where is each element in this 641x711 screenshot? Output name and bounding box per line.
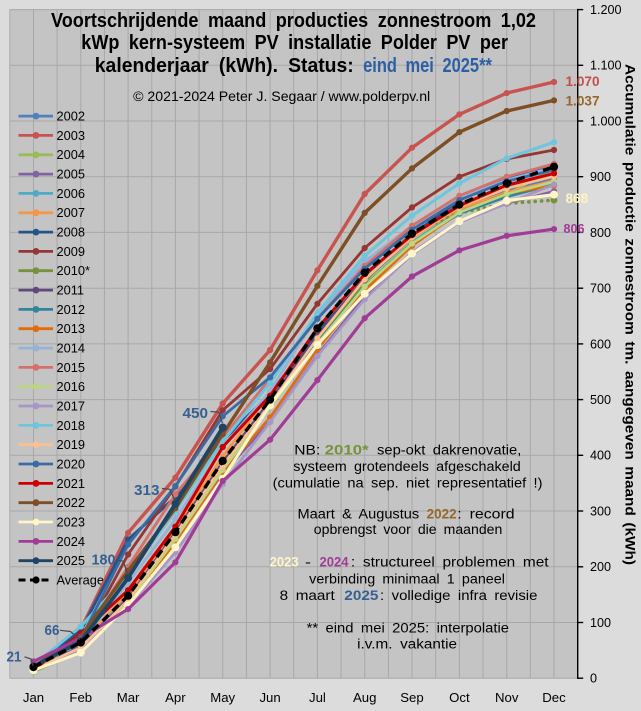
svg-text:2006: 2006 — [57, 186, 85, 201]
svg-text:2005: 2005 — [57, 167, 85, 182]
svg-text:: record: : record — [457, 506, 514, 521]
svg-text:2023: 2023 — [57, 514, 85, 529]
svg-text:2015: 2015 — [57, 360, 85, 375]
svg-text:-: - — [305, 554, 311, 569]
svg-text:NB:: NB: — [294, 443, 320, 458]
svg-text:(cumulatie na sep. niet repres: (cumulatie na sep. niet representatief !… — [273, 476, 543, 491]
svg-text:Feb: Feb — [69, 690, 92, 705]
svg-text:2025: 2025 — [344, 588, 379, 603]
svg-text:66: 66 — [45, 623, 60, 639]
svg-text:500: 500 — [590, 393, 611, 407]
svg-text:2022: 2022 — [427, 506, 457, 521]
svg-text:2024: 2024 — [320, 554, 350, 569]
svg-text:2023: 2023 — [270, 554, 299, 569]
svg-text:2020: 2020 — [57, 456, 85, 471]
svg-text:300: 300 — [590, 504, 611, 518]
svg-text:Voortschrijdende maand product: Voortschrijdende maand producties zonnes… — [51, 10, 536, 32]
svg-text:: structureel problemen met: : structureel problemen met — [351, 554, 549, 569]
svg-text:: volledige infra revisie: : volledige infra revisie — [380, 588, 537, 603]
svg-text:21: 21 — [7, 650, 22, 666]
svg-text:868: 868 — [566, 191, 589, 206]
svg-text:Dec: Dec — [542, 690, 566, 705]
svg-text:sep-okt dakrenovatie,: sep-okt dakrenovatie, — [377, 443, 521, 458]
svg-text:1.200: 1.200 — [590, 3, 622, 17]
svg-text:2016: 2016 — [57, 379, 85, 394]
svg-text:2013: 2013 — [57, 321, 85, 336]
svg-text:2017: 2017 — [57, 398, 85, 413]
svg-text:900: 900 — [590, 170, 611, 184]
svg-text:0: 0 — [590, 672, 597, 686]
svg-text:Accumulatie productie zonnestr: Accumulatie productie zonnestroom tm. aa… — [623, 64, 638, 565]
svg-text:Mar: Mar — [117, 690, 140, 705]
svg-text:400: 400 — [590, 449, 611, 463]
svg-text:2007: 2007 — [57, 205, 85, 220]
svg-text:© 2021-2024 Peter J. Segaar /: © 2021-2024 Peter J. Segaar / www.polder… — [133, 89, 430, 104]
svg-text:2011: 2011 — [57, 283, 85, 298]
svg-text:Apr: Apr — [165, 690, 186, 705]
svg-text:i.v.m. vakantie: i.v.m. vakantie — [357, 637, 457, 652]
svg-text:700: 700 — [590, 282, 611, 296]
svg-text:200: 200 — [590, 560, 611, 574]
svg-text:Jun: Jun — [259, 690, 280, 705]
svg-text:systeem grotendeels afgeschake: systeem grotendeels afgeschakeld — [293, 459, 521, 474]
svg-text:Oct: Oct — [449, 690, 470, 705]
svg-text:8 maart: 8 maart — [280, 588, 335, 603]
svg-text:806: 806 — [564, 222, 585, 236]
svg-text:May: May — [210, 690, 235, 705]
svg-text:Maart & Augustus: Maart & Augustus — [298, 506, 420, 521]
svg-text:2010*: 2010* — [325, 443, 370, 458]
svg-text:Nov: Nov — [495, 690, 519, 705]
svg-text:Average: Average — [57, 572, 104, 587]
svg-text:Jan: Jan — [23, 690, 44, 705]
svg-text:1.037: 1.037 — [566, 94, 600, 109]
svg-text:600: 600 — [590, 337, 611, 351]
svg-text:800: 800 — [590, 226, 611, 240]
svg-text:2008: 2008 — [57, 225, 85, 240]
svg-text:Jul: Jul — [309, 690, 326, 705]
svg-text:1.000: 1.000 — [590, 114, 622, 128]
svg-text:verbinding minimaal 1 paneel: verbinding minimaal 1 paneel — [309, 571, 505, 586]
svg-text:Aug: Aug — [353, 690, 376, 705]
svg-text:2025: 2025 — [57, 553, 85, 568]
svg-text:2003: 2003 — [57, 128, 85, 143]
svg-text:eind mei 2025**: eind mei 2025** — [363, 55, 492, 77]
svg-text:2009: 2009 — [57, 244, 85, 259]
svg-text:kWp kern-systeem PV installati: kWp kern-systeem PV installatie Polder P… — [81, 32, 508, 54]
svg-text:2002: 2002 — [57, 109, 85, 124]
svg-text:100: 100 — [590, 616, 611, 630]
svg-text:2021: 2021 — [57, 476, 85, 491]
svg-text:2004: 2004 — [57, 147, 85, 162]
svg-text:kalenderjaar (kWh). Status:: kalenderjaar (kWh). Status: — [95, 55, 354, 77]
svg-text:opbrengst voor die maanden: opbrengst voor die maanden — [314, 522, 503, 537]
svg-text:2010*: 2010* — [57, 263, 90, 278]
svg-text:Sep: Sep — [400, 690, 423, 705]
svg-text:2022: 2022 — [57, 495, 85, 510]
svg-text:1.100: 1.100 — [590, 59, 622, 73]
svg-text:2019: 2019 — [57, 437, 85, 452]
svg-text:180: 180 — [92, 552, 116, 568]
svg-text:1.070: 1.070 — [566, 74, 600, 89]
svg-text:2012: 2012 — [57, 302, 85, 317]
svg-text:2024: 2024 — [57, 534, 85, 549]
svg-text:2018: 2018 — [57, 418, 85, 433]
svg-text:450: 450 — [183, 406, 209, 422]
svg-text:313: 313 — [134, 483, 160, 499]
svg-text:2014: 2014 — [57, 341, 85, 356]
svg-text:** eind mei 2025: interpolatie: ** eind mei 2025: interpolatie — [307, 621, 509, 636]
